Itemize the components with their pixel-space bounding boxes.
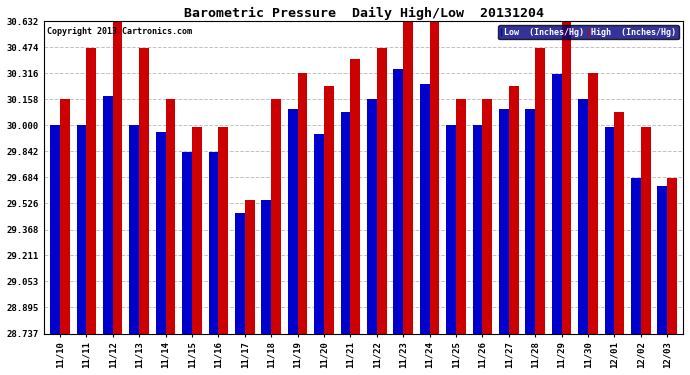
- Bar: [129, 125, 139, 333]
- Text: Copyright 2013 Cartronics.com: Copyright 2013 Cartronics.com: [47, 27, 193, 36]
- Bar: [430, 21, 440, 333]
- Bar: [552, 74, 562, 333]
- Bar: [271, 99, 281, 333]
- Bar: [86, 48, 96, 333]
- Bar: [341, 112, 351, 333]
- Bar: [314, 134, 324, 333]
- Bar: [288, 109, 297, 333]
- Bar: [631, 178, 641, 333]
- Bar: [578, 99, 588, 333]
- Bar: [324, 86, 334, 333]
- Bar: [156, 132, 166, 333]
- Bar: [235, 213, 245, 333]
- Bar: [446, 125, 456, 333]
- Bar: [245, 200, 255, 333]
- Bar: [77, 125, 86, 333]
- Bar: [614, 112, 624, 333]
- Bar: [192, 127, 201, 333]
- Bar: [667, 178, 677, 333]
- Bar: [499, 109, 509, 333]
- Legend: Low  (Inches/Hg), High  (Inches/Hg): Low (Inches/Hg), High (Inches/Hg): [498, 26, 679, 39]
- Bar: [218, 127, 228, 333]
- Bar: [297, 73, 307, 333]
- Bar: [562, 21, 571, 333]
- Bar: [262, 200, 271, 333]
- Bar: [403, 21, 413, 333]
- Bar: [103, 96, 112, 333]
- Bar: [535, 48, 545, 333]
- Bar: [588, 73, 598, 333]
- Bar: [420, 84, 430, 333]
- Bar: [208, 152, 218, 333]
- Bar: [182, 152, 192, 333]
- Bar: [525, 109, 535, 333]
- Bar: [658, 186, 667, 333]
- Bar: [473, 125, 482, 333]
- Bar: [393, 69, 403, 333]
- Bar: [351, 59, 360, 333]
- Bar: [60, 99, 70, 333]
- Bar: [367, 99, 377, 333]
- Bar: [50, 125, 60, 333]
- Bar: [604, 127, 614, 333]
- Bar: [509, 86, 519, 333]
- Title: Barometric Pressure  Daily High/Low  20131204: Barometric Pressure Daily High/Low 20131…: [184, 7, 544, 20]
- Bar: [139, 48, 149, 333]
- Bar: [112, 21, 123, 333]
- Bar: [377, 48, 386, 333]
- Bar: [482, 99, 492, 333]
- Bar: [456, 99, 466, 333]
- Bar: [166, 99, 175, 333]
- Bar: [641, 127, 651, 333]
